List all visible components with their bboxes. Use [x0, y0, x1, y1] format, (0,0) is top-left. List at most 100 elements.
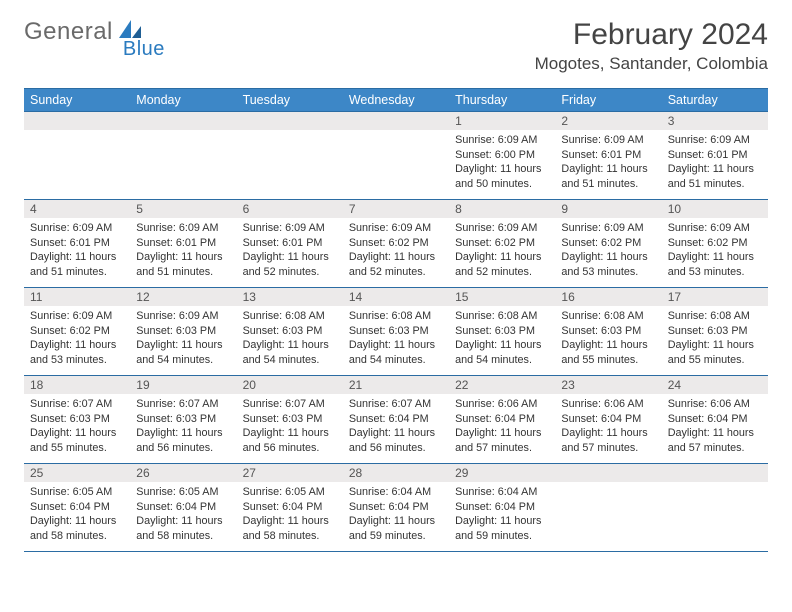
day-body: Sunrise: 6:07 AMSunset: 6:04 PMDaylight:…: [343, 394, 449, 459]
logo-text-general: General: [24, 18, 113, 46]
sunrise-text: Sunrise: 6:08 AM: [243, 309, 337, 324]
daylight-text: Daylight: 11 hours and 51 minutes.: [668, 162, 762, 191]
sunrise-text: Sunrise: 6:09 AM: [136, 221, 230, 236]
day-body: Sunrise: 6:09 AMSunset: 6:03 PMDaylight:…: [130, 306, 236, 371]
calendar-day-cell: 3Sunrise: 6:09 AMSunset: 6:01 PMDaylight…: [662, 112, 768, 200]
day-number: 19: [130, 376, 236, 394]
calendar-day-cell: [237, 112, 343, 200]
sunrise-text: Sunrise: 6:09 AM: [561, 221, 655, 236]
sunset-text: Sunset: 6:03 PM: [349, 324, 443, 339]
calendar-day-cell: 12Sunrise: 6:09 AMSunset: 6:03 PMDayligh…: [130, 288, 236, 376]
calendar-day-cell: 20Sunrise: 6:07 AMSunset: 6:03 PMDayligh…: [237, 376, 343, 464]
day-body: Sunrise: 6:09 AMSunset: 6:01 PMDaylight:…: [237, 218, 343, 283]
sunrise-text: Sunrise: 6:07 AM: [136, 397, 230, 412]
weekday-header: Monday: [130, 89, 236, 112]
calendar-day-cell: [343, 112, 449, 200]
day-body: Sunrise: 6:05 AMSunset: 6:04 PMDaylight:…: [237, 482, 343, 547]
sunset-text: Sunset: 6:02 PM: [455, 236, 549, 251]
header: General Blue February 2024 Mogotes, Sant…: [24, 18, 768, 74]
sunrise-text: Sunrise: 6:09 AM: [243, 221, 337, 236]
day-body: Sunrise: 6:09 AMSunset: 6:01 PMDaylight:…: [130, 218, 236, 283]
day-number: 5: [130, 200, 236, 218]
sunset-text: Sunset: 6:04 PM: [243, 500, 337, 515]
calendar-day-cell: 19Sunrise: 6:07 AMSunset: 6:03 PMDayligh…: [130, 376, 236, 464]
calendar-week-row: 4Sunrise: 6:09 AMSunset: 6:01 PMDaylight…: [24, 200, 768, 288]
sunset-text: Sunset: 6:04 PM: [136, 500, 230, 515]
calendar-day-cell: 25Sunrise: 6:05 AMSunset: 6:04 PMDayligh…: [24, 464, 130, 552]
weekday-header-row: Sunday Monday Tuesday Wednesday Thursday…: [24, 89, 768, 112]
day-body: Sunrise: 6:06 AMSunset: 6:04 PMDaylight:…: [662, 394, 768, 459]
daylight-text: Daylight: 11 hours and 59 minutes.: [455, 514, 549, 543]
calendar-day-cell: 15Sunrise: 6:08 AMSunset: 6:03 PMDayligh…: [449, 288, 555, 376]
day-body: Sunrise: 6:05 AMSunset: 6:04 PMDaylight:…: [24, 482, 130, 547]
day-number: 21: [343, 376, 449, 394]
daylight-text: Daylight: 11 hours and 54 minutes.: [455, 338, 549, 367]
daylight-text: Daylight: 11 hours and 53 minutes.: [668, 250, 762, 279]
day-number: 10: [662, 200, 768, 218]
sunset-text: Sunset: 6:01 PM: [136, 236, 230, 251]
sunrise-text: Sunrise: 6:06 AM: [668, 397, 762, 412]
sunset-text: Sunset: 6:00 PM: [455, 148, 549, 163]
sunrise-text: Sunrise: 6:09 AM: [668, 133, 762, 148]
calendar-week-row: 18Sunrise: 6:07 AMSunset: 6:03 PMDayligh…: [24, 376, 768, 464]
calendar-day-cell: 22Sunrise: 6:06 AMSunset: 6:04 PMDayligh…: [449, 376, 555, 464]
day-number: 3: [662, 112, 768, 130]
calendar-day-cell: 29Sunrise: 6:04 AMSunset: 6:04 PMDayligh…: [449, 464, 555, 552]
day-number: 6: [237, 200, 343, 218]
sunrise-text: Sunrise: 6:09 AM: [136, 309, 230, 324]
sunrise-text: Sunrise: 6:07 AM: [349, 397, 443, 412]
day-body: Sunrise: 6:06 AMSunset: 6:04 PMDaylight:…: [555, 394, 661, 459]
calendar-day-cell: 16Sunrise: 6:08 AMSunset: 6:03 PMDayligh…: [555, 288, 661, 376]
calendar-day-cell: 23Sunrise: 6:06 AMSunset: 6:04 PMDayligh…: [555, 376, 661, 464]
daylight-text: Daylight: 11 hours and 57 minutes.: [668, 426, 762, 455]
sunset-text: Sunset: 6:03 PM: [243, 324, 337, 339]
calendar-day-cell: 28Sunrise: 6:04 AMSunset: 6:04 PMDayligh…: [343, 464, 449, 552]
sunset-text: Sunset: 6:02 PM: [349, 236, 443, 251]
sunset-text: Sunset: 6:04 PM: [668, 412, 762, 427]
daylight-text: Daylight: 11 hours and 54 minutes.: [243, 338, 337, 367]
day-body: Sunrise: 6:09 AMSunset: 6:01 PMDaylight:…: [24, 218, 130, 283]
day-body: Sunrise: 6:05 AMSunset: 6:04 PMDaylight:…: [130, 482, 236, 547]
location: Mogotes, Santander, Colombia: [535, 54, 768, 74]
day-body: Sunrise: 6:08 AMSunset: 6:03 PMDaylight:…: [449, 306, 555, 371]
day-body: Sunrise: 6:04 AMSunset: 6:04 PMDaylight:…: [449, 482, 555, 547]
weekday-header: Tuesday: [237, 89, 343, 112]
sunset-text: Sunset: 6:02 PM: [30, 324, 124, 339]
day-number: 20: [237, 376, 343, 394]
daylight-text: Daylight: 11 hours and 54 minutes.: [136, 338, 230, 367]
day-number: 12: [130, 288, 236, 306]
daylight-text: Daylight: 11 hours and 55 minutes.: [561, 338, 655, 367]
sunrise-text: Sunrise: 6:08 AM: [668, 309, 762, 324]
day-body: Sunrise: 6:09 AMSunset: 6:02 PMDaylight:…: [555, 218, 661, 283]
calendar-day-cell: [555, 464, 661, 552]
calendar-day-cell: 24Sunrise: 6:06 AMSunset: 6:04 PMDayligh…: [662, 376, 768, 464]
day-body: Sunrise: 6:09 AMSunset: 6:02 PMDaylight:…: [343, 218, 449, 283]
weekday-header: Sunday: [24, 89, 130, 112]
day-body: Sunrise: 6:09 AMSunset: 6:02 PMDaylight:…: [662, 218, 768, 283]
daylight-text: Daylight: 11 hours and 57 minutes.: [455, 426, 549, 455]
day-body: Sunrise: 6:09 AMSunset: 6:02 PMDaylight:…: [24, 306, 130, 371]
day-number: 14: [343, 288, 449, 306]
day-number: 7: [343, 200, 449, 218]
sunrise-text: Sunrise: 6:09 AM: [455, 221, 549, 236]
calendar-day-cell: 13Sunrise: 6:08 AMSunset: 6:03 PMDayligh…: [237, 288, 343, 376]
calendar-day-cell: 9Sunrise: 6:09 AMSunset: 6:02 PMDaylight…: [555, 200, 661, 288]
day-number: 26: [130, 464, 236, 482]
sunset-text: Sunset: 6:03 PM: [668, 324, 762, 339]
daylight-text: Daylight: 11 hours and 56 minutes.: [136, 426, 230, 455]
calendar-day-cell: 27Sunrise: 6:05 AMSunset: 6:04 PMDayligh…: [237, 464, 343, 552]
sunrise-text: Sunrise: 6:05 AM: [136, 485, 230, 500]
calendar-week-row: 1Sunrise: 6:09 AMSunset: 6:00 PMDaylight…: [24, 112, 768, 200]
sunrise-text: Sunrise: 6:07 AM: [30, 397, 124, 412]
day-body: Sunrise: 6:08 AMSunset: 6:03 PMDaylight:…: [343, 306, 449, 371]
day-body: Sunrise: 6:08 AMSunset: 6:03 PMDaylight:…: [555, 306, 661, 371]
day-number: 28: [343, 464, 449, 482]
day-body: Sunrise: 6:07 AMSunset: 6:03 PMDaylight:…: [24, 394, 130, 459]
daylight-text: Daylight: 11 hours and 54 minutes.: [349, 338, 443, 367]
sunrise-text: Sunrise: 6:09 AM: [455, 133, 549, 148]
weekday-header: Saturday: [662, 89, 768, 112]
month-title: February 2024: [535, 18, 768, 52]
sunrise-text: Sunrise: 6:09 AM: [30, 221, 124, 236]
sunrise-text: Sunrise: 6:09 AM: [668, 221, 762, 236]
sunrise-text: Sunrise: 6:09 AM: [30, 309, 124, 324]
